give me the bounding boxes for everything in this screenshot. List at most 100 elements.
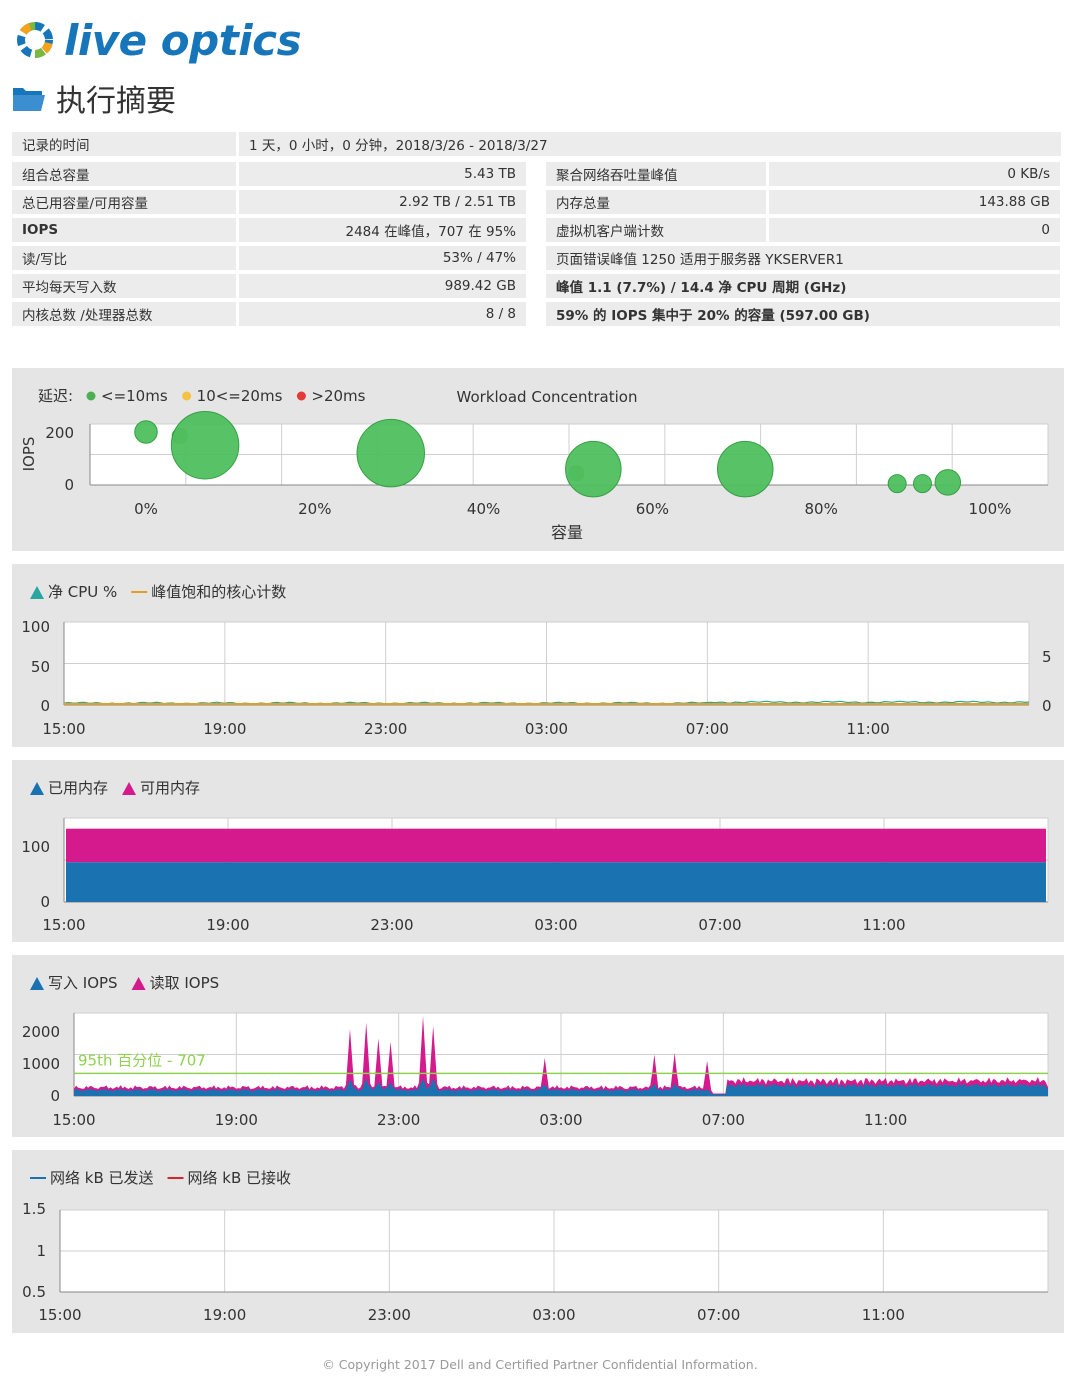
y-tick-label: 0 <box>50 1087 60 1105</box>
iops-panel: 写入 IOPS 读取 IOPS 2000 1000 0 15:00 19:00 23:00 03… <box>12 955 1064 1137</box>
summary-row: 内存总量 143.88 GB <box>546 190 1060 214</box>
summary-label: 内核总数 /处理器总数 <box>12 302 239 326</box>
summary-row: 总已用容量/可用容量 2.92 TB / 2.51 TB <box>12 190 526 214</box>
cpu-panel: 净 CPU % 峰值饱和的核心计数 100 50 0 5 0 15:00 19:00 23:00 0… <box>12 564 1064 747</box>
x-tick-label: 23:00 <box>377 1111 420 1129</box>
summary-row: 虚拟机客户端计数 0 <box>546 218 1060 242</box>
x-tick-label: 20% <box>298 500 331 518</box>
y-axis-label: IOPS <box>20 437 38 472</box>
summary-label: 记录的时间 <box>12 132 239 156</box>
y-tick-label: 50 <box>31 658 50 676</box>
x-tick-label: 19:00 <box>203 1306 246 1324</box>
summary-label: 虚拟机客户端计数 <box>546 218 769 242</box>
x-tick-label: 15:00 <box>42 916 85 934</box>
legend-label-1: 可用内存 <box>140 779 200 797</box>
summary-label: 59% 的 IOPS 集中于 20% 的容量 (597.00 GB) <box>546 302 1060 326</box>
x-tick-label: 07:00 <box>697 1306 740 1324</box>
summary-left: 组合总容量 5.43 TB 总已用容量/可用容量 2.92 TB / 2.51 TB… <box>12 158 526 330</box>
workload-concentration-chart: 延迟: <=10ms 10<=20ms >20ms Workload Concentra… <box>20 387 1049 542</box>
x-tick-label: 19:00 <box>203 720 246 738</box>
y-tick-label: 0.5 <box>22 1283 46 1301</box>
y-tick-label: 1.5 <box>22 1200 46 1218</box>
legend-triangle-marker <box>30 782 44 795</box>
x-tick-label: 07:00 <box>698 916 741 934</box>
memory-chart: 已用内存 可用内存 100 0 15:00 19:00 23:00 03:00 07:00 11:… <box>21 779 1049 934</box>
folder-icon <box>13 88 45 111</box>
logo-ring-icon <box>17 22 53 58</box>
legend-label-1: 10<=20ms <box>197 387 283 405</box>
x-tick-label: 11:00 <box>864 1111 907 1129</box>
x-tick-label: 15:00 <box>42 720 85 738</box>
percentile-label: 95th 百分位 - 707 <box>78 1051 206 1069</box>
legend-label-0: <=10ms <box>101 387 168 405</box>
network-panel: 网络 kB 已发送 网络 kB 已接收 1.5 1 0.5 15:00 19:00 23:00… <box>12 1150 1064 1333</box>
network-chart: 网络 kB 已发送 网络 kB 已接收 1.5 1 0.5 15:00 19:00 23:00… <box>22 1169 1049 1324</box>
legend-dot-marker <box>86 391 96 401</box>
y-tick-label: 100 <box>21 838 50 856</box>
summary-row: 聚合网络吞吐量峰值 0 KB/s <box>546 162 1060 186</box>
x-tick-label: 80% <box>805 500 838 518</box>
y-tick-label: 1 <box>36 1242 46 1260</box>
summary-right: 聚合网络吞吐量峰值 0 KB/s 内存总量 143.88 GB 虚拟机客户端计数 0 … <box>546 158 1060 330</box>
summary-label: 总已用容量/可用容量 <box>12 190 239 214</box>
data-bubble <box>716 440 774 498</box>
summary-value: 2.92 TB / 2.51 TB <box>239 190 526 214</box>
summary-label: 组合总容量 <box>12 162 239 186</box>
legend-label-0: 网络 kB 已发送 <box>50 1169 154 1187</box>
iops-chart: 写入 IOPS 读取 IOPS 2000 1000 0 15:00 19:00 23:00 03… <box>22 974 1049 1129</box>
data-bubble <box>356 418 426 488</box>
y-tick-label: 100 <box>21 618 50 636</box>
data-bubble <box>912 474 932 494</box>
legend-label-1: 读取 IOPS <box>150 974 220 992</box>
summary-value: 143.88 GB <box>769 190 1060 214</box>
y-tick-label: 0 <box>40 893 50 911</box>
summary-value: 1 天，0 小时，0 分钟，2018/3/26 - 2018/3/27 <box>239 132 1061 156</box>
summary-value: 989.42 GB <box>239 274 526 298</box>
copyright-footer: © Copyright 2017 Dell and Certified Part… <box>322 1357 758 1372</box>
legend-label-0: 写入 IOPS <box>48 974 118 992</box>
legend-prefix: 延迟: <box>38 387 73 405</box>
x-tick-label: 100% <box>969 500 1012 518</box>
series-write-iops <box>74 1078 1048 1096</box>
logo-text: live optics <box>64 15 302 65</box>
summary-row: 页面错误峰值 1250 适用于服务器 YKSERVER1 <box>546 246 1060 270</box>
summary-label: 峰值 1.1 (7.7%) / 14.4 净 CPU 周期 (GHz) <box>546 274 1060 298</box>
x-tick-label: 23:00 <box>364 720 407 738</box>
x-tick-label: 23:00 <box>368 1306 411 1324</box>
legend-dot-marker <box>296 391 306 401</box>
x-tick-label: 40% <box>467 500 500 518</box>
summary-recorded: 记录的时间 1 天，0 小时，0 分钟，2018/3/26 - 2018/3/2… <box>12 128 1061 160</box>
legend-label-1: 网络 kB 已接收 <box>188 1169 292 1187</box>
x-tick-label: 23:00 <box>370 916 413 934</box>
summary-value: 53% / 47% <box>239 246 526 270</box>
summary-row: 峰值 1.1 (7.7%) / 14.4 净 CPU 周期 (GHz) <box>546 274 1060 298</box>
x-tick-label: 60% <box>636 500 669 518</box>
data-bubble <box>887 474 907 494</box>
memory-panel: 已用内存 可用内存 100 0 15:00 19:00 23:00 03:00 07:00 11:… <box>12 760 1064 942</box>
summary-value: 0 KB/s <box>769 162 1060 186</box>
data-bubble <box>134 420 158 444</box>
y-tick-label: 0 <box>64 476 74 494</box>
y2-tick-label: 5 <box>1042 648 1052 666</box>
summary-label: 平均每天写入数 <box>12 274 239 298</box>
data-bubble <box>170 410 240 480</box>
data-bubble <box>565 440 622 498</box>
legend-label-0: 净 CPU % <box>48 583 117 601</box>
page-header: 执行摘要 <box>12 78 176 119</box>
summary-row: 内核总数 /处理器总数 8 / 8 <box>12 302 526 326</box>
legend-triangle-marker <box>122 782 137 795</box>
x-tick-label: 0% <box>134 500 158 518</box>
legend-triangle-marker <box>131 977 146 990</box>
legend-label-2: >20ms <box>311 387 365 405</box>
summary-label: IOPS <box>12 218 239 242</box>
summary-label: 读/写比 <box>12 246 239 270</box>
summary-value: 0 <box>769 218 1060 242</box>
summary-label: 内存总量 <box>546 190 769 214</box>
x-axis-label: 容量 <box>551 523 583 542</box>
series-available-memory <box>66 828 1046 863</box>
data-bubble <box>934 469 962 496</box>
x-tick-label: 15:00 <box>38 1306 81 1324</box>
y2-tick-label: 0 <box>1042 697 1052 715</box>
summary-row: IOPS 2484 在峰值，707 在 95% <box>12 218 526 242</box>
